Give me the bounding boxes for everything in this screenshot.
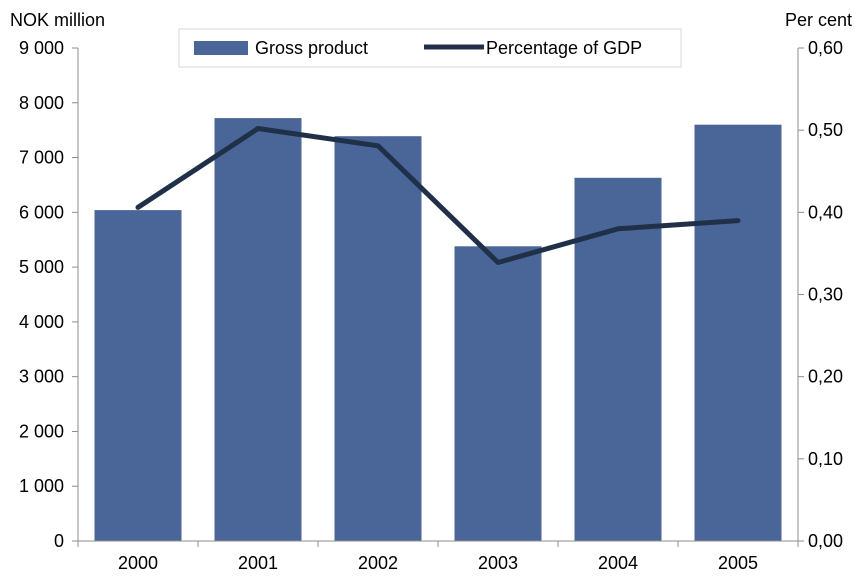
right-tick-label: 0,10 xyxy=(808,449,843,469)
right-tick-label: 0,20 xyxy=(808,367,843,387)
axes-group xyxy=(77,48,799,542)
x-tick-label: 2005 xyxy=(718,553,758,573)
right-tick-label: 0,30 xyxy=(808,285,843,305)
bar-2005 xyxy=(694,124,782,541)
bar-2004 xyxy=(574,177,662,542)
right-tick-label: 0,00 xyxy=(808,531,843,551)
left-tick-label: 9 000 xyxy=(19,38,64,58)
ticks-group: 0 1 000 2 000 3 000 4 000 5 000 6 000 7 000 8 00… xyxy=(19,38,843,573)
legend-label-percentage-of-gdp: Percentage of GDP xyxy=(486,38,642,58)
bar-2002 xyxy=(334,136,422,541)
left-tick-label: 2 000 xyxy=(19,421,64,441)
left-tick-label: 8 000 xyxy=(19,93,64,113)
legend: Gross product Percentage of GDP xyxy=(178,28,682,68)
line-percentage-of-gdp xyxy=(135,126,741,265)
bars-group xyxy=(94,118,782,542)
legend-label-gross-product: Gross product xyxy=(255,38,368,58)
right-tick-label: 0,50 xyxy=(808,120,843,140)
x-tick-label: 2002 xyxy=(358,553,398,573)
x-tick-label: 2004 xyxy=(598,553,638,573)
bar-2001 xyxy=(214,118,302,541)
left-tick-label: 0 xyxy=(54,531,64,551)
legend-swatch-gross-product xyxy=(194,41,248,55)
x-tick-label: 2000 xyxy=(118,553,158,573)
right-axis-title: Per cent xyxy=(785,10,852,30)
left-tick-label: 5 000 xyxy=(19,257,64,277)
left-tick-label: 4 000 xyxy=(19,312,64,332)
right-tick-label: 0,60 xyxy=(808,38,843,58)
left-tick-label: 3 000 xyxy=(19,367,64,387)
bar-2003 xyxy=(454,246,542,542)
left-tick-label: 1 000 xyxy=(19,476,64,496)
left-tick-label: 6 000 xyxy=(19,202,64,222)
x-tick-label: 2001 xyxy=(238,553,278,573)
line-layer xyxy=(135,126,741,265)
left-tick-label: 7 000 xyxy=(19,148,64,168)
bar-2000 xyxy=(94,210,182,541)
left-axis-title: NOK million xyxy=(10,10,105,30)
right-tick-label: 0,40 xyxy=(808,202,843,222)
x-tick-label: 2003 xyxy=(478,553,518,573)
